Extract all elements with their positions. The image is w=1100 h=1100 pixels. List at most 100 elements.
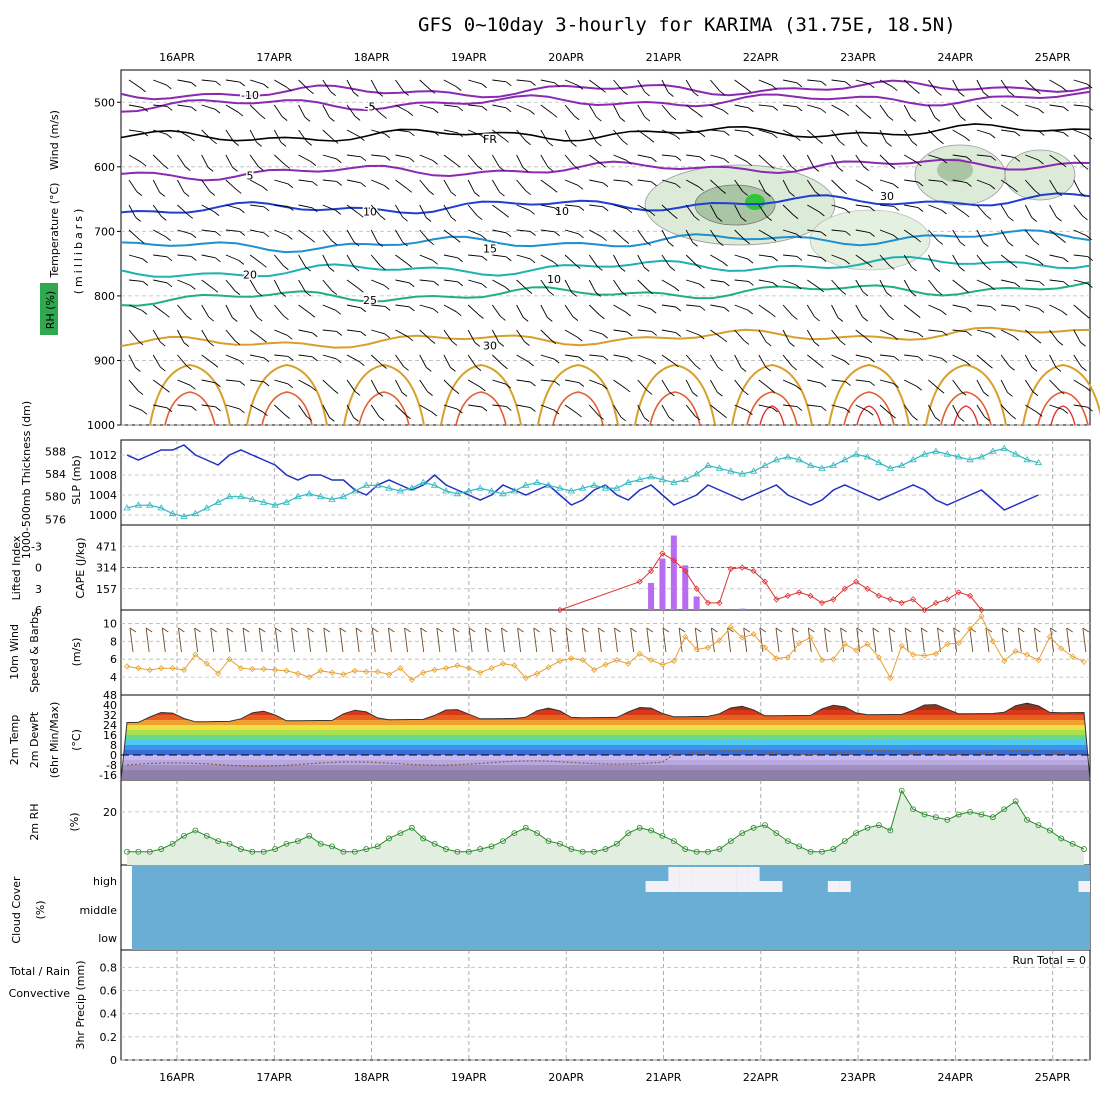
li-point — [761, 578, 769, 585]
wind-barb — [564, 404, 577, 414]
wind-barb — [370, 229, 379, 243]
rh-point — [351, 848, 358, 855]
wind-barb — [128, 404, 143, 411]
wind-barb — [395, 304, 410, 308]
wind-barb — [522, 317, 529, 322]
thickness-point — [522, 481, 530, 488]
wind-barb — [661, 404, 670, 418]
pressure-tick-label: 1000 — [87, 419, 115, 432]
wind-barb — [577, 85, 584, 90]
wind-barb — [928, 204, 942, 211]
wind-barb — [177, 354, 187, 366]
wind-barb — [650, 308, 657, 314]
rh-point — [727, 838, 734, 844]
wind-barb — [839, 340, 846, 346]
wind-barb — [855, 179, 869, 188]
wind-barb — [626, 208, 633, 214]
precip-axis-label: 3hr Precip (mm) — [74, 960, 87, 1049]
wind-barb — [468, 104, 483, 107]
panel-frame-slp — [120, 439, 1091, 526]
wind-barb — [952, 279, 964, 290]
wind-barb — [789, 342, 795, 347]
wind-barb — [384, 133, 391, 139]
wind-speed-point — [818, 657, 826, 664]
wind-barb — [942, 331, 948, 336]
wind-barb — [522, 167, 529, 172]
cape-tick-label: 314 — [96, 562, 117, 575]
wind-barb — [1014, 306, 1021, 312]
wind-barb — [1063, 106, 1069, 112]
wind-barb — [262, 186, 268, 191]
wind-barb — [468, 627, 473, 653]
wind-barb — [481, 283, 487, 289]
wind-barb — [516, 304, 524, 318]
wind-barb — [806, 304, 815, 318]
wind-barb — [233, 141, 239, 146]
wind-barb — [1000, 179, 1013, 189]
wind-barb — [807, 279, 820, 289]
wind-barb — [581, 627, 589, 633]
wind-barb — [322, 129, 334, 140]
wind-barb — [201, 104, 216, 110]
wind-barb — [502, 364, 508, 370]
wind-barb — [619, 267, 626, 272]
rh-point — [215, 838, 222, 844]
wind-barb — [419, 104, 434, 110]
rh-point — [670, 838, 677, 844]
wind-barb — [983, 391, 989, 397]
rh-point — [1001, 806, 1008, 813]
wind-barb — [280, 292, 286, 297]
wind-barb — [298, 179, 313, 183]
wind-barb — [1086, 83, 1093, 89]
wind-barb — [298, 254, 307, 268]
wind-barb — [903, 254, 912, 268]
wind-barb — [686, 154, 701, 158]
wind-barb — [869, 206, 875, 212]
wind-barb — [789, 192, 795, 197]
wind-barb — [734, 404, 748, 412]
wind-barb — [273, 104, 283, 117]
wind-barb — [637, 404, 645, 418]
wind-barb — [1060, 162, 1067, 168]
cape-tick-label: 157 — [96, 583, 117, 596]
wind-barb — [309, 237, 316, 243]
rh-point — [613, 840, 620, 847]
rh-point — [591, 848, 598, 855]
wind-barb — [644, 116, 651, 122]
wind-barb — [436, 627, 441, 653]
wind-barb — [215, 81, 221, 86]
wind-barb — [966, 307, 972, 313]
wind-barb — [360, 156, 367, 162]
wind-barb — [322, 254, 330, 268]
wind-barb — [165, 236, 171, 241]
cloud-level-label: high — [93, 875, 117, 888]
rh-point — [762, 822, 768, 829]
bottom-day-label: 19APR — [451, 1071, 487, 1084]
wind-barb — [1000, 79, 1010, 92]
wind-barb — [772, 282, 778, 287]
rh-point — [363, 846, 370, 852]
wind-barb — [1035, 338, 1042, 344]
wind-barb — [770, 236, 777, 242]
wind-barb — [941, 358, 948, 363]
wind-barb — [287, 356, 294, 361]
wind-barb — [239, 231, 246, 236]
wind-speed-point — [773, 655, 780, 662]
wind-barb — [237, 111, 244, 117]
wind-speed-point — [226, 656, 233, 663]
wind-barb — [699, 132, 706, 138]
wind-barb — [910, 291, 917, 297]
wind-barb — [371, 627, 376, 653]
thickness-point — [294, 492, 302, 500]
wind-barb — [686, 279, 700, 285]
wind-barb — [402, 241, 408, 247]
rh-point — [488, 843, 495, 850]
temp-band — [121, 703, 1090, 705]
top-day-label: 23APR — [840, 51, 876, 64]
wind-barb — [564, 354, 579, 358]
wind-barb — [142, 281, 149, 286]
wind-barb — [1049, 254, 1064, 259]
wind-barb — [258, 627, 266, 633]
wind-barb — [298, 279, 307, 293]
wind-barb — [332, 389, 339, 394]
